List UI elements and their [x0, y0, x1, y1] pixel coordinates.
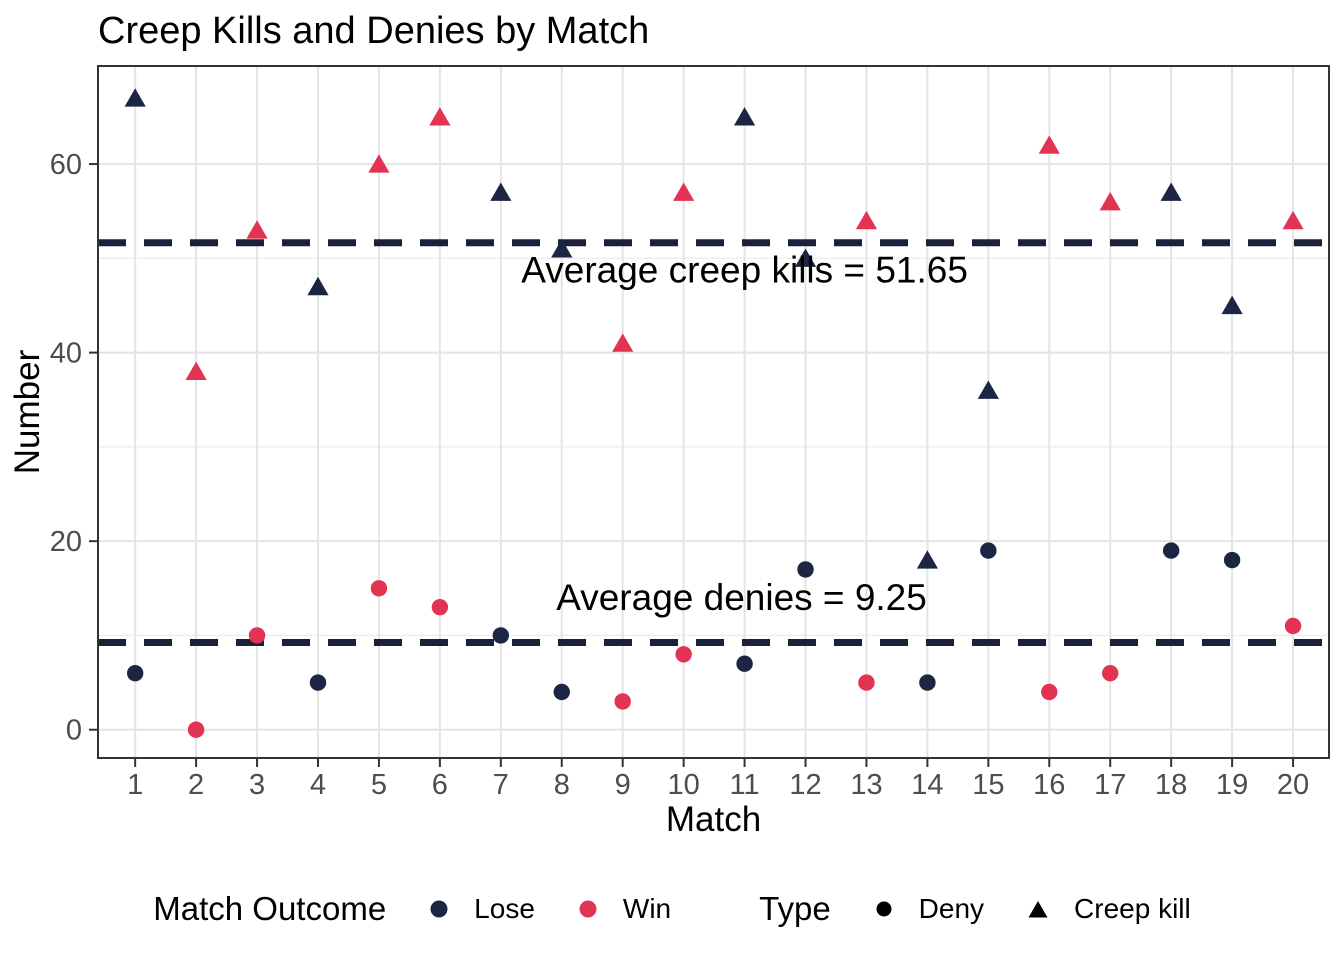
data-point-creep-kill	[1099, 191, 1121, 211]
data-point-creep-kill	[855, 210, 878, 230]
x-tick-label: 12	[789, 769, 821, 801]
legend-title-outcome: Match Outcome	[153, 890, 387, 927]
x-tick-label: 13	[850, 769, 882, 801]
x-tick-label: 8	[554, 769, 570, 801]
data-point-deny	[126, 664, 144, 682]
average-annotation: Average creep kills = 51.65	[521, 250, 968, 291]
data-point-creep-kill	[612, 333, 634, 352]
deny-circle-icon	[876, 901, 892, 917]
legend: Match Outcome Lose Win Type Deny C	[0, 878, 1344, 940]
lose-dot-icon	[430, 900, 448, 918]
data-point-creep-kill	[307, 276, 329, 296]
data-point-creep-kill	[368, 154, 390, 173]
y-tick-label: 40	[50, 338, 82, 370]
x-tick-label: 16	[1033, 769, 1065, 801]
x-tick-label: 18	[1155, 769, 1187, 801]
panel-border	[97, 65, 1330, 759]
legend-label-lose: Lose	[474, 893, 535, 924]
data-point-deny	[736, 655, 753, 672]
data-point-deny	[370, 580, 388, 597]
data-point-deny	[309, 674, 327, 691]
x-axis-title: Match	[665, 800, 762, 839]
x-tick-label: 10	[668, 769, 700, 801]
legend-item-win: Win	[577, 893, 671, 925]
data-point-deny	[614, 693, 631, 710]
x-tick-label: 19	[1216, 769, 1248, 801]
x-tick-label: 11	[730, 769, 760, 801]
data-point-deny	[492, 627, 510, 644]
data-point-creep-kill	[733, 107, 756, 126]
legend-label-creep-kill: Creep kill	[1074, 893, 1191, 924]
y-axis-title: Number	[8, 349, 47, 475]
x-tick-label: 20	[1277, 769, 1309, 801]
data-point-creep-kill	[429, 107, 451, 126]
legend-item-deny: Deny	[873, 893, 984, 925]
data-point-creep-kill	[246, 220, 268, 239]
y-tick-label: 60	[50, 149, 82, 181]
data-point-creep-kill	[551, 239, 573, 258]
win-dot-icon	[579, 900, 597, 918]
x-tick-label: 3	[249, 769, 265, 801]
data-point-deny	[858, 674, 875, 691]
data-point-deny	[919, 674, 936, 691]
x-tick-label: 7	[493, 769, 509, 801]
data-point-creep-kill	[1282, 210, 1304, 230]
y-tick-label: 20	[50, 526, 82, 558]
data-point-deny	[675, 646, 692, 663]
data-point-deny	[797, 561, 814, 578]
x-tick-label: 6	[432, 769, 448, 801]
data-point-deny	[1162, 542, 1180, 559]
x-tick-label: 9	[615, 769, 631, 801]
x-tick-label: 1	[127, 769, 143, 801]
x-tick-label: 14	[911, 769, 943, 801]
data-point-creep-kill	[673, 182, 695, 201]
average-annotation: Average denies = 9.25	[556, 577, 927, 618]
data-point-deny	[980, 542, 997, 559]
legend-item-lose: Lose	[428, 893, 535, 925]
data-point-deny	[1284, 617, 1302, 635]
creep-kill-triangle-icon	[1028, 901, 1048, 918]
chart-title: Creep Kills and Denies by Match	[98, 10, 650, 52]
data-point-creep-kill	[185, 361, 207, 381]
data-point-deny	[1041, 683, 1058, 701]
data-point-creep-kill	[794, 248, 817, 267]
y-tick-label: 0	[66, 715, 82, 747]
legend-label-win: Win	[622, 893, 672, 924]
x-tick-label: 15	[972, 769, 1004, 801]
data-point-deny	[1223, 551, 1241, 569]
x-tick-label: 2	[188, 769, 204, 801]
data-point-creep-kill	[916, 550, 939, 569]
legend-label-deny: Deny	[918, 893, 985, 924]
data-point-deny	[431, 598, 449, 616]
data-point-deny	[553, 683, 570, 701]
data-point-creep-kill	[490, 182, 512, 201]
data-point-deny	[248, 627, 266, 644]
legend-item-creep-kill: Creep kill	[1026, 893, 1191, 925]
data-point-creep-kill	[1221, 295, 1243, 315]
data-point-creep-kill	[124, 88, 146, 107]
x-tick-label: 4	[310, 769, 326, 801]
data-point-creep-kill	[1038, 135, 1060, 154]
plot-panel: Average creep kills = 51.65 Average denie…	[50, 65, 1330, 801]
x-tick-label: 17	[1094, 769, 1126, 801]
legend-title-type: Type	[759, 890, 831, 927]
data-point-deny	[1102, 664, 1119, 682]
data-point-creep-kill	[1160, 182, 1182, 201]
data-point-creep-kill	[977, 380, 999, 399]
data-point-deny	[187, 721, 205, 738]
x-tick-label: 5	[371, 769, 387, 801]
